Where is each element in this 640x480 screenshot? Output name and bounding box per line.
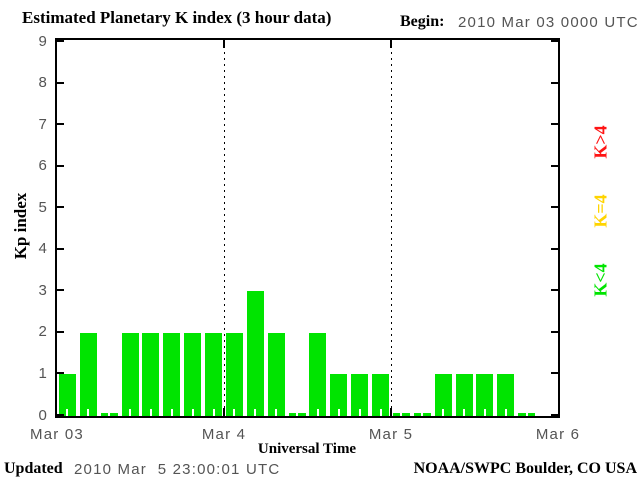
- bar-bottom-tick: [337, 409, 340, 416]
- noaa-credit: NOAA/SWPC Boulder, CO USA: [413, 460, 637, 477]
- kp-bar: [434, 374, 452, 416]
- kp-bar: [455, 374, 473, 416]
- kp-bar: [497, 374, 515, 416]
- x-axis-day-tick: [223, 408, 225, 416]
- x-axis-day-tick: [390, 40, 392, 48]
- legend-k-gt-4: K>4: [590, 125, 611, 159]
- day-separator-gridline: [390, 40, 392, 416]
- bar-bottom-tick: [442, 409, 445, 416]
- bar-bottom-tick: [254, 409, 257, 416]
- kp-bar: [100, 409, 118, 416]
- begin-label: Begin:: [400, 13, 445, 30]
- y-tick-label: 6: [38, 157, 48, 175]
- y-axis-tick: [551, 164, 558, 167]
- x-tick-label: Mar 4: [201, 426, 247, 443]
- y-tick-label: 9: [38, 32, 48, 50]
- y-axis-tick: [551, 123, 558, 126]
- y-axis-tick: [551, 414, 558, 416]
- bar-bottom-tick: [129, 409, 132, 416]
- bar-bottom-tick: [379, 409, 382, 416]
- kp-bar: [225, 332, 243, 416]
- bar-bottom-tick: [212, 409, 215, 416]
- bar-bottom-tick: [421, 409, 424, 416]
- kp-bar: [121, 332, 139, 416]
- bar-bottom-tick: [504, 409, 507, 416]
- kp-bar: [309, 332, 327, 416]
- y-axis-tick: [57, 247, 64, 250]
- bar-bottom-tick: [316, 409, 319, 416]
- y-axis-tick: [551, 81, 558, 84]
- y-axis-tick: [57, 123, 64, 126]
- bar-bottom-tick: [525, 409, 528, 416]
- y-tick-label: 5: [38, 198, 48, 216]
- updated-timestamp: 2010 Mar 5 23:00:01 UTC: [74, 461, 281, 478]
- kp-bar: [288, 409, 306, 416]
- kp-bar: [184, 332, 202, 416]
- y-axis-tick: [57, 40, 64, 42]
- begin-value: 2010 Mar 03 0000 UTC: [458, 14, 639, 31]
- x-tick-label: Mar 5: [368, 426, 414, 443]
- y-axis-tick: [57, 81, 64, 84]
- y-axis-tick: [551, 247, 558, 250]
- kp-bar: [58, 374, 76, 416]
- kp-bar: [267, 332, 285, 416]
- bar-bottom-tick: [463, 409, 466, 416]
- y-tick-label: 2: [38, 323, 48, 341]
- y-tick-label: 4: [38, 240, 48, 258]
- bar-bottom-tick: [66, 409, 69, 416]
- bar-bottom-tick: [483, 409, 486, 416]
- y-axis-tick: [551, 330, 558, 333]
- kp-bar: [372, 374, 390, 416]
- kp-bar: [79, 332, 97, 416]
- bar-bottom-tick: [191, 409, 194, 416]
- y-axis-tick: [551, 40, 558, 42]
- updated-label: Updated: [4, 460, 63, 477]
- legend-k-eq-4: K=4: [590, 194, 611, 228]
- y-axis-tick: [57, 289, 64, 292]
- bar-bottom-tick: [233, 409, 236, 416]
- kp-bar: [413, 409, 431, 416]
- kp-bar: [142, 332, 160, 416]
- bar-bottom-tick: [296, 409, 299, 416]
- x-axis-day-tick: [223, 40, 225, 48]
- y-axis-tick: [551, 289, 558, 292]
- plot-area: [55, 38, 560, 418]
- day-separator-gridline: [223, 40, 225, 416]
- kp-bar: [518, 409, 536, 416]
- bar-bottom-tick: [358, 409, 361, 416]
- y-tick-label: 1: [38, 364, 48, 382]
- y-tick-label: 3: [38, 281, 48, 299]
- x-axis-day-tick: [390, 408, 392, 416]
- y-tick-label: 8: [38, 74, 48, 92]
- y-axis-tick: [57, 330, 64, 333]
- bar-bottom-tick: [275, 409, 278, 416]
- kp-bar: [205, 332, 223, 416]
- y-axis-tick: [57, 414, 64, 416]
- y-tick-label: 7: [38, 115, 48, 133]
- x-tick-label: Mar 6: [535, 426, 581, 443]
- x-tick-label: Mar 03: [30, 426, 84, 443]
- bar-bottom-tick: [87, 409, 90, 416]
- chart-title: Estimated Planetary K index (3 hour data…: [22, 8, 332, 27]
- bar-bottom-tick: [400, 409, 403, 416]
- kp-bar: [163, 332, 181, 416]
- y-axis-tick: [551, 206, 558, 209]
- y-axis-tick: [57, 372, 64, 375]
- bar-bottom-tick: [108, 409, 111, 416]
- kp-bar: [392, 409, 410, 416]
- bar-bottom-tick: [170, 409, 173, 416]
- kp-bar: [351, 374, 369, 416]
- y-axis-tick: [57, 206, 64, 209]
- y-axis-tick: [57, 164, 64, 167]
- legend-k-lt-4: K<4: [590, 263, 611, 297]
- y-axis-tick: [551, 372, 558, 375]
- kp-bar: [476, 374, 494, 416]
- kp-bar: [330, 374, 348, 416]
- y-tick-label: 0: [38, 406, 48, 424]
- x-axis-label: Universal Time: [257, 441, 357, 457]
- kp-bar: [246, 291, 264, 416]
- bar-bottom-tick: [149, 409, 152, 416]
